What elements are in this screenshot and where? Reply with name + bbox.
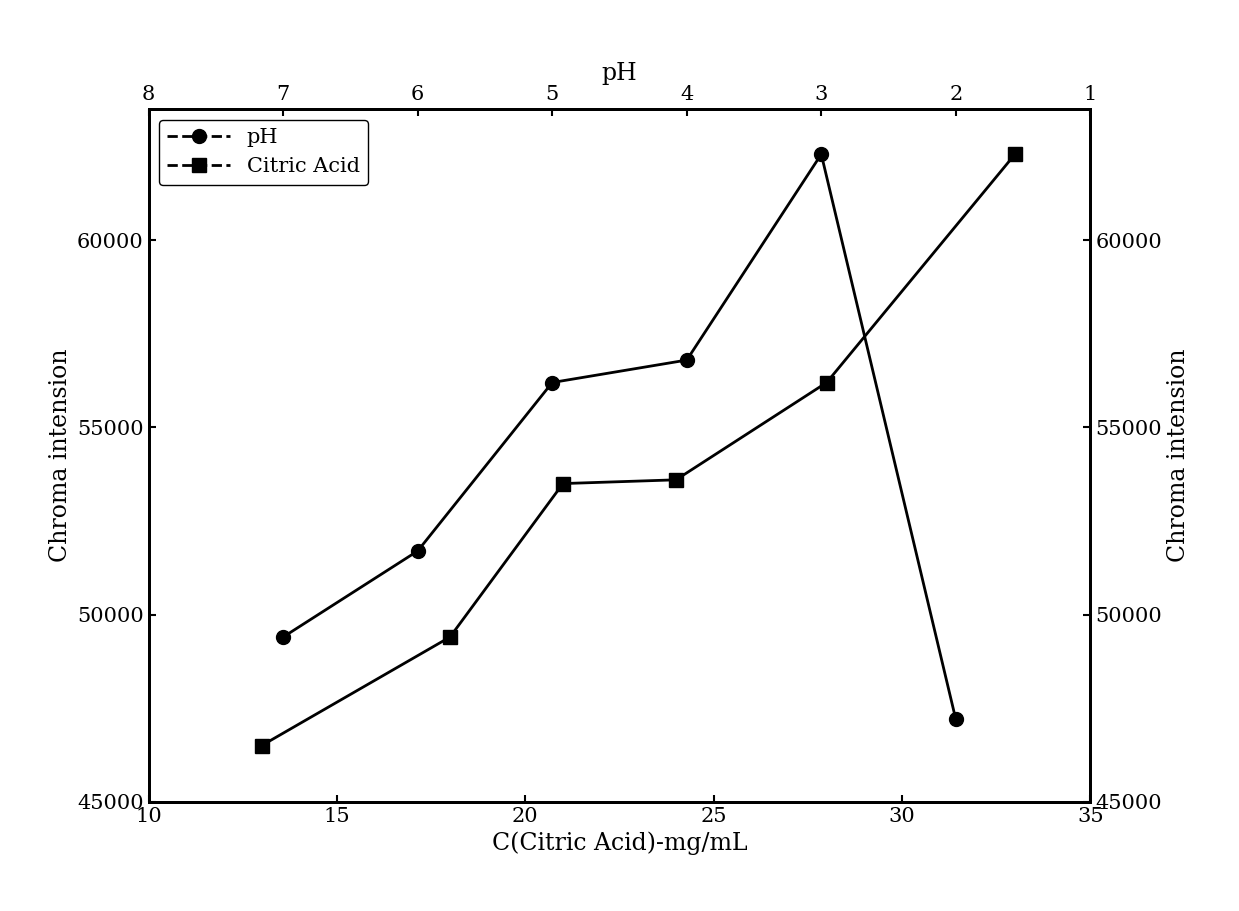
pH (410, 546, 425, 557)
pH (276, 631, 291, 642)
Citric Acid (254, 740, 269, 751)
Y-axis label: Chroma intension: Chroma intension (48, 349, 72, 562)
Citric Acid (1007, 148, 1022, 159)
Citric Acid (442, 631, 457, 642)
pH (948, 714, 963, 725)
Y-axis label: Chroma intension: Chroma intension (1167, 349, 1191, 562)
Citric Acid (819, 377, 834, 388)
pH (545, 377, 560, 388)
Line: pH: pH (276, 148, 963, 726)
X-axis label: C(Citric Acid)-mg/mL: C(Citric Acid)-mg/mL (492, 831, 747, 855)
Citric Acid (555, 478, 570, 489)
X-axis label: pH: pH (602, 62, 637, 85)
pH (679, 354, 694, 365)
Legend: pH, Citric Acid: pH, Citric Acid (159, 119, 368, 185)
Line: Citric Acid: Citric Acid (255, 148, 1022, 752)
Citric Acid (669, 475, 684, 486)
pH (814, 148, 829, 159)
